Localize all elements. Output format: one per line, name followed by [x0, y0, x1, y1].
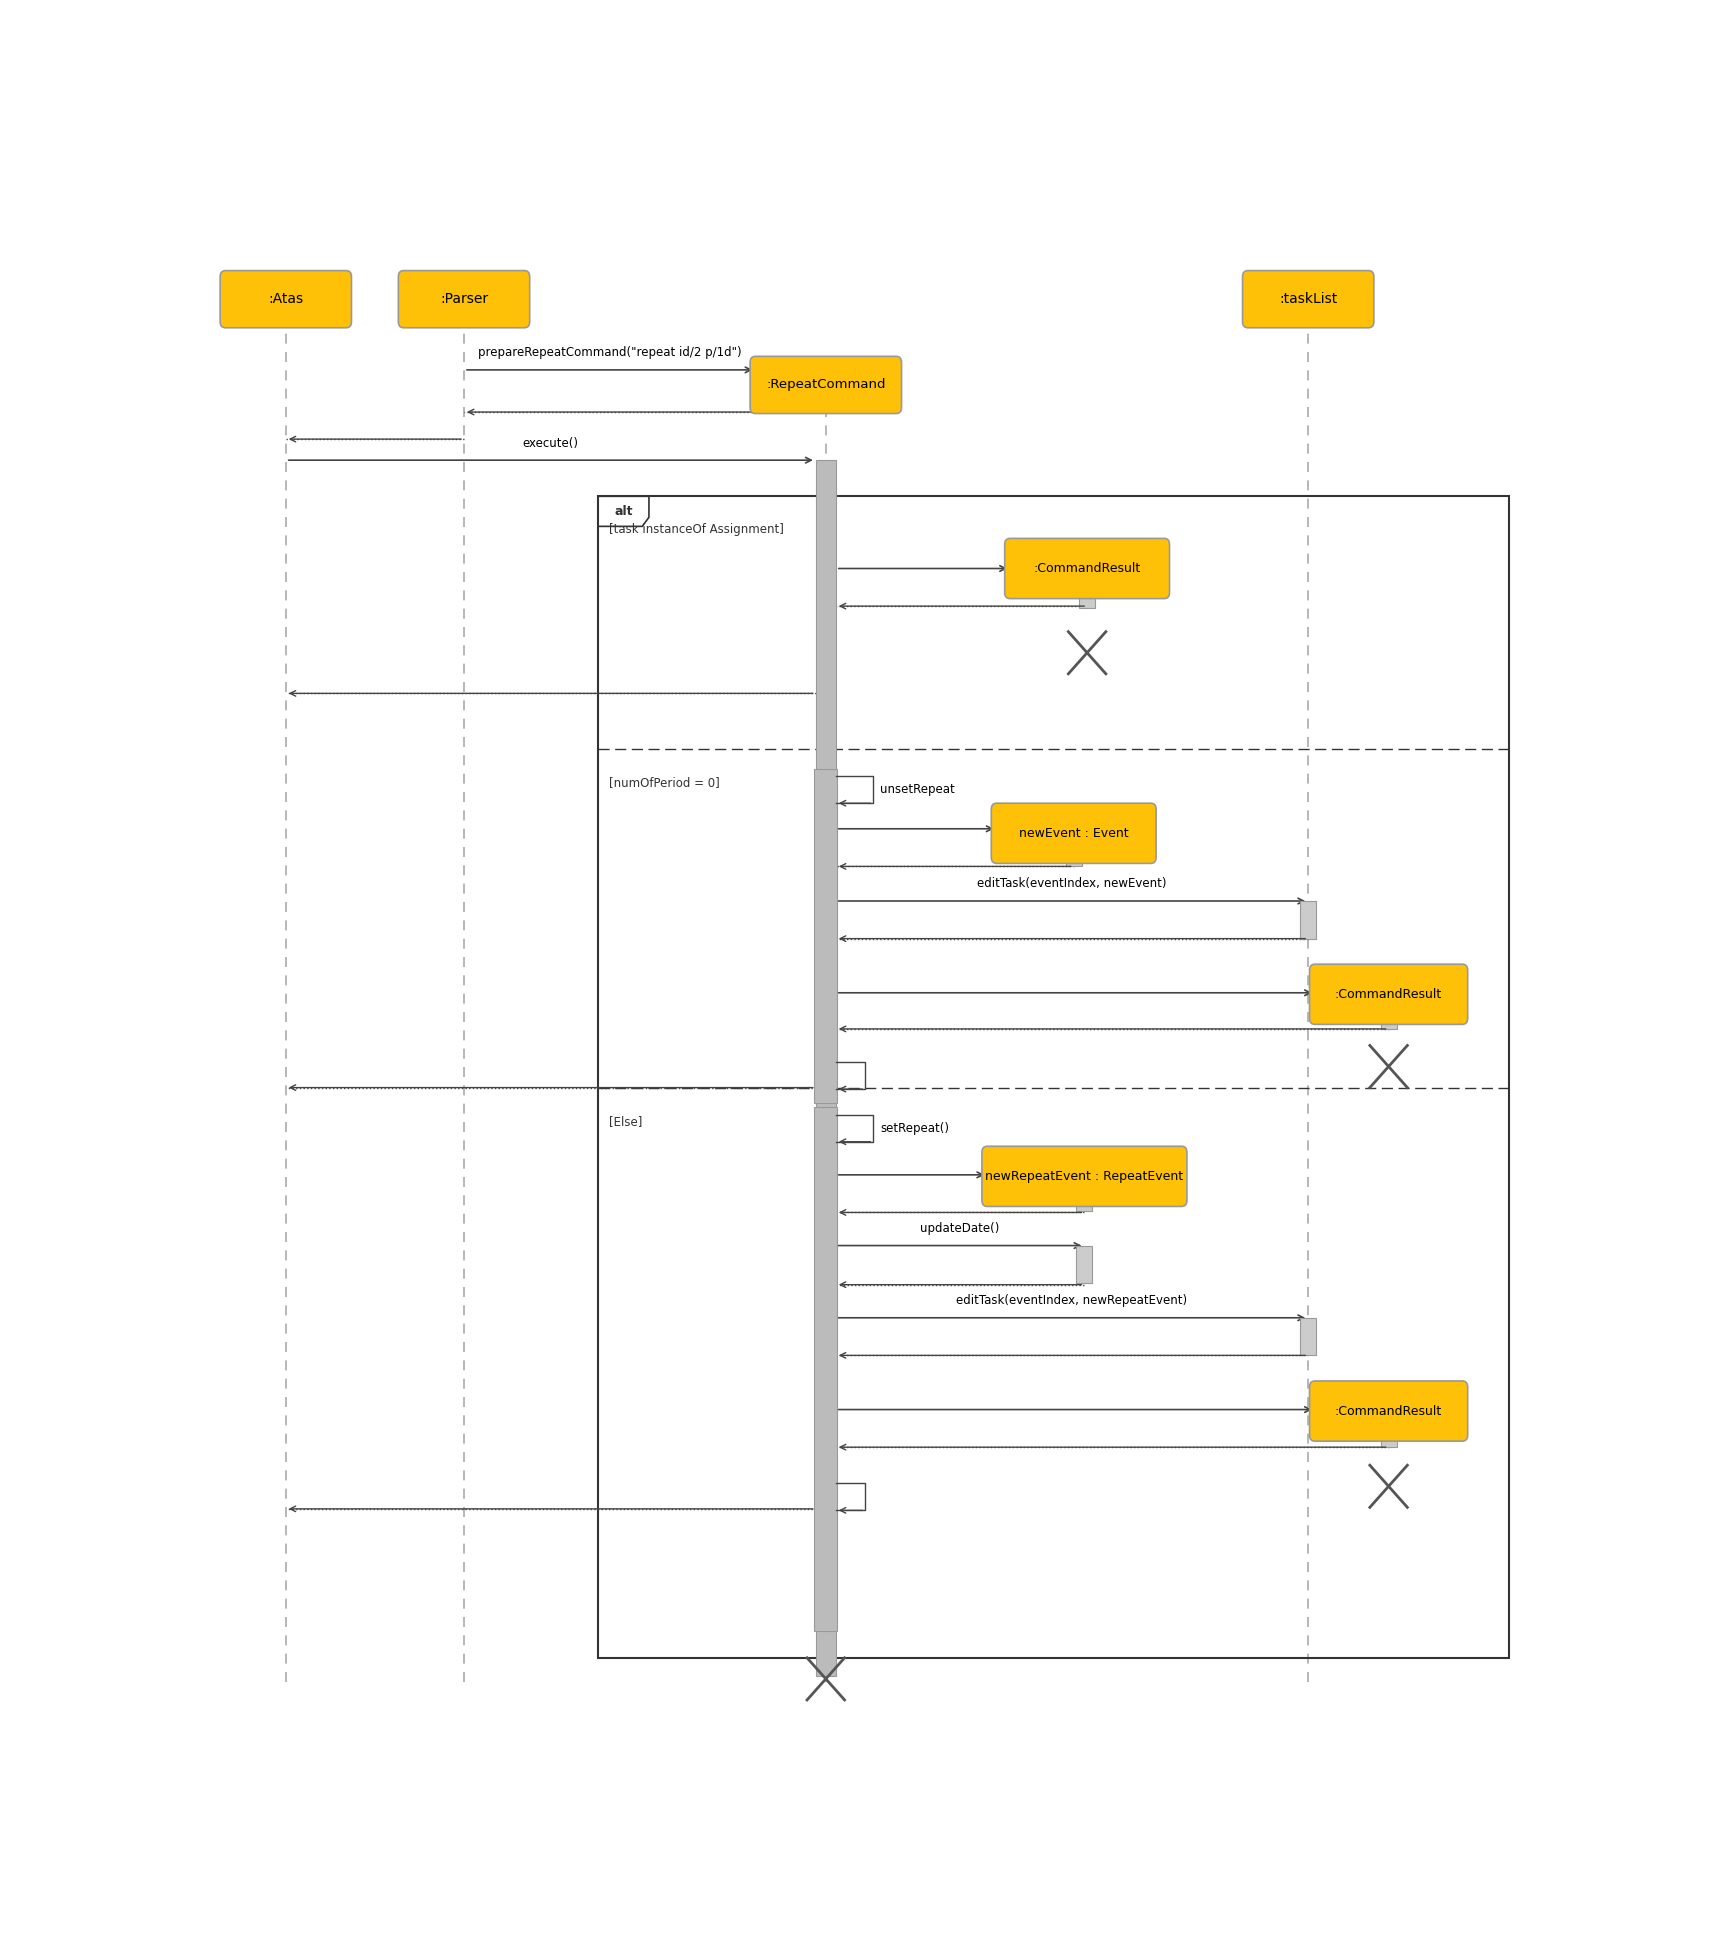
FancyBboxPatch shape: [816, 461, 835, 1677]
Text: prepareRepeatCommand("repeat id/2 p/1d"): prepareRepeatCommand("repeat id/2 p/1d"): [477, 346, 742, 360]
FancyBboxPatch shape: [750, 356, 901, 414]
Text: :Atas: :Atas: [268, 293, 303, 307]
FancyBboxPatch shape: [1300, 1317, 1316, 1356]
Text: :Parser: :Parser: [439, 293, 488, 307]
FancyBboxPatch shape: [1300, 901, 1316, 938]
Text: [numOfPeriod = 0]: [numOfPeriod = 0]: [609, 776, 719, 789]
Text: editTask(eventIndex, newEvent): editTask(eventIndex, newEvent): [977, 877, 1167, 891]
FancyBboxPatch shape: [1079, 569, 1094, 608]
Text: [task instanceOf Assignment]: [task instanceOf Assignment]: [609, 524, 783, 535]
Text: execute(): execute(): [522, 436, 579, 449]
FancyBboxPatch shape: [1380, 1409, 1397, 1448]
FancyBboxPatch shape: [818, 369, 833, 412]
FancyBboxPatch shape: [1077, 1245, 1093, 1284]
FancyBboxPatch shape: [1065, 827, 1082, 866]
Text: :CommandResult: :CommandResult: [1335, 1405, 1442, 1417]
Text: alt: alt: [614, 504, 633, 518]
Text: :CommandResult: :CommandResult: [1335, 989, 1442, 1000]
Text: [Else]: [Else]: [609, 1114, 641, 1127]
Text: :taskList: :taskList: [1279, 293, 1337, 307]
Bar: [598, 496, 1509, 1657]
Text: editTask(eventIndex, newRepeatEvent): editTask(eventIndex, newRepeatEvent): [956, 1294, 1188, 1307]
FancyBboxPatch shape: [398, 270, 529, 328]
Text: updateDate(): updateDate(): [920, 1221, 999, 1235]
FancyBboxPatch shape: [1077, 1172, 1093, 1211]
FancyBboxPatch shape: [1005, 539, 1169, 598]
Text: :RepeatCommand: :RepeatCommand: [766, 379, 885, 391]
FancyBboxPatch shape: [220, 270, 351, 328]
Text: newRepeatEvent : RepeatEvent: newRepeatEvent : RepeatEvent: [986, 1170, 1183, 1182]
Text: unsetRepeat: unsetRepeat: [880, 784, 954, 795]
FancyBboxPatch shape: [1380, 993, 1397, 1030]
Text: setRepeat(): setRepeat(): [880, 1122, 949, 1135]
FancyBboxPatch shape: [1309, 963, 1468, 1024]
FancyBboxPatch shape: [1309, 1381, 1468, 1442]
FancyBboxPatch shape: [991, 803, 1157, 864]
FancyBboxPatch shape: [982, 1147, 1186, 1206]
FancyBboxPatch shape: [1243, 270, 1375, 328]
FancyBboxPatch shape: [814, 768, 837, 1102]
Text: newEvent : Event: newEvent : Event: [1018, 827, 1129, 840]
Text: :CommandResult: :CommandResult: [1034, 563, 1141, 574]
FancyBboxPatch shape: [814, 1108, 837, 1632]
